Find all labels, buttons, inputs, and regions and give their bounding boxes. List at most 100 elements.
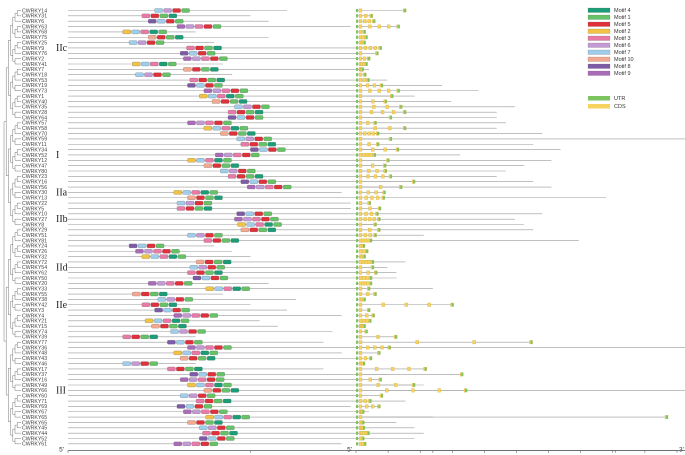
motif-box <box>207 393 216 398</box>
legend-label: CDS <box>614 104 626 110</box>
utr-box <box>365 35 368 39</box>
legend-label: Motif 6 <box>614 43 631 49</box>
motif-box <box>265 184 274 190</box>
motif-box <box>187 158 196 163</box>
motif-box <box>245 136 254 141</box>
utr-box <box>363 30 366 34</box>
motif-box <box>201 409 210 414</box>
motif-box <box>154 8 163 13</box>
utr-box <box>356 404 358 408</box>
motif-box <box>151 324 160 329</box>
cds-box <box>358 217 363 222</box>
motif-box <box>214 259 223 265</box>
motif-box <box>182 350 191 355</box>
motif-box <box>196 420 205 425</box>
subfamily-label: IIe <box>56 300 68 311</box>
motif-box <box>155 40 165 45</box>
cds-box <box>366 270 370 275</box>
cds-box <box>358 115 363 120</box>
utr-box <box>362 436 365 441</box>
utr-box <box>356 399 358 403</box>
cds-box <box>365 276 369 280</box>
motif-box <box>249 142 258 147</box>
cds-box <box>365 404 369 409</box>
motif-box <box>205 398 214 404</box>
cds-box <box>375 169 379 173</box>
motif-box <box>202 431 211 436</box>
cds-box <box>358 211 363 216</box>
motif-box <box>148 19 157 24</box>
motif-box <box>144 72 153 77</box>
utr-box <box>356 324 358 328</box>
utr-box <box>356 174 358 178</box>
gene-label: CWRKY62 <box>22 270 47 276</box>
motif-box <box>229 431 238 436</box>
utr-box <box>356 19 358 23</box>
cds-box <box>358 179 363 184</box>
cds-box <box>358 260 363 264</box>
utr-box <box>356 8 358 13</box>
gene-label: CWRKY58 <box>22 126 47 132</box>
motif-box <box>187 120 196 125</box>
utr-box <box>356 126 358 130</box>
motif-box <box>251 152 260 158</box>
cds-box <box>394 383 398 387</box>
utr-box <box>368 57 371 61</box>
motif-box <box>166 297 175 302</box>
motif-box <box>141 13 150 18</box>
motif-box <box>175 19 184 24</box>
subfamily-label: IId <box>56 262 68 273</box>
utr-box <box>364 442 367 446</box>
cds-box <box>388 126 392 131</box>
motif-box <box>191 190 200 195</box>
gene-label: CWRKY54 <box>22 265 47 271</box>
motif-box <box>182 441 191 446</box>
gene-label: CWRKY72 <box>22 260 47 266</box>
gene-label: CWRKY64 <box>22 115 47 121</box>
motif-box <box>157 35 166 40</box>
utr-box <box>356 94 358 98</box>
utr-box <box>356 238 358 243</box>
motif-box <box>146 243 156 248</box>
motif-box <box>214 286 223 291</box>
cds-box <box>358 195 363 200</box>
utr-box <box>356 105 358 109</box>
cds-box <box>358 377 363 382</box>
utr-box <box>356 190 358 194</box>
motif-box <box>221 126 230 131</box>
motif-box <box>180 393 189 398</box>
motif-box <box>216 265 225 270</box>
motif-box <box>144 249 153 254</box>
motif-box <box>254 211 263 216</box>
motif-box <box>189 77 198 83</box>
utr-box <box>387 158 390 162</box>
cds-box <box>377 24 381 29</box>
cds-box <box>358 345 363 350</box>
motif-box <box>183 56 192 61</box>
motif-box <box>172 308 181 313</box>
motif-box <box>176 201 186 206</box>
motif-box <box>214 233 223 238</box>
cds-box <box>415 340 419 345</box>
motif-box <box>175 35 184 40</box>
gene-label: CWRKY50 <box>22 276 47 282</box>
utr-box <box>666 415 669 419</box>
cds-box <box>364 13 368 18</box>
motif-box <box>268 147 277 152</box>
cds-box <box>358 126 363 131</box>
cds-box <box>379 185 383 189</box>
cds-box <box>358 351 363 355</box>
motif-box <box>205 83 214 88</box>
motif-box <box>214 398 223 404</box>
cds-box <box>387 88 391 93</box>
utr-box <box>356 196 358 200</box>
utr-box <box>356 335 358 339</box>
motif-box <box>162 72 171 77</box>
motif-box <box>196 83 205 88</box>
motif-box <box>246 222 255 227</box>
motif-box <box>140 29 149 34</box>
utr-box <box>356 180 358 184</box>
utr-box <box>413 383 416 387</box>
axis-end-label: 5' <box>347 447 352 454</box>
motif-box <box>209 313 218 318</box>
